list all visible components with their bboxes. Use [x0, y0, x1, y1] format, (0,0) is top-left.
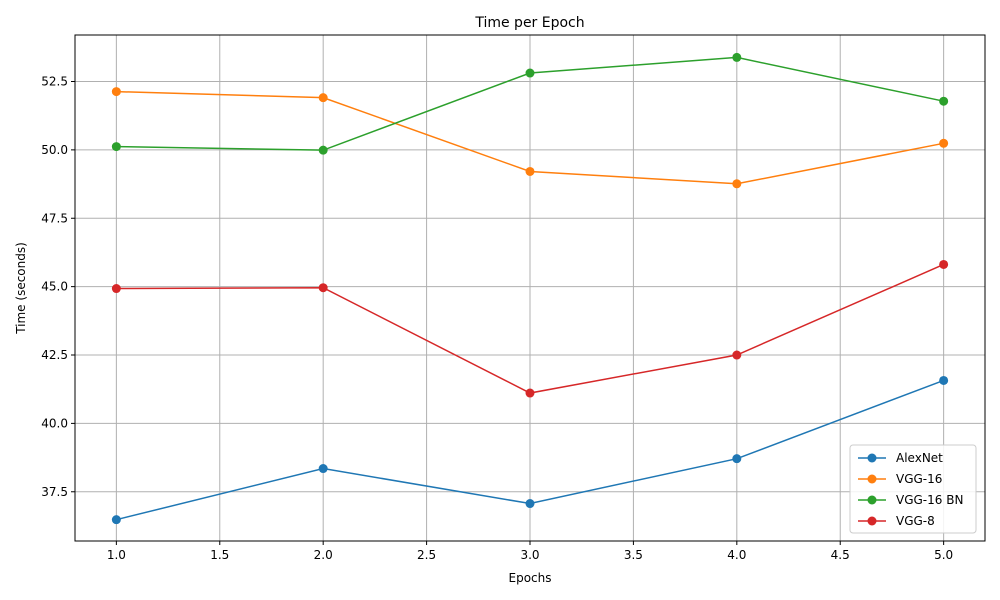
data-point — [525, 499, 535, 509]
legend-label: VGG-8 — [896, 514, 935, 528]
x-tick-label: 2.5 — [417, 548, 436, 562]
y-tick-label: 42.5 — [41, 348, 68, 362]
legend-label: VGG-16 — [896, 472, 942, 486]
series-vgg-16 — [111, 87, 949, 189]
data-point — [111, 284, 121, 294]
legend-label: AlexNet — [896, 451, 943, 465]
data-point — [939, 96, 949, 106]
x-tick-label: 3.5 — [624, 548, 643, 562]
series-vgg-16-bn — [111, 52, 949, 155]
x-tick-label: 5.0 — [934, 548, 953, 562]
series-vgg-8 — [111, 259, 949, 398]
legend-item: AlexNet — [858, 451, 943, 465]
data-point — [732, 350, 742, 360]
x-axis-label: Epochs — [509, 571, 552, 585]
x-axis: 1.0 1.5 2.0 2.5 3.0 3.5 4.0 4.5 5.0 — [107, 541, 953, 562]
data-point — [318, 464, 328, 474]
data-point — [939, 138, 949, 148]
y-tick-label: 37.5 — [41, 485, 68, 499]
data-point — [732, 52, 742, 62]
legend: AlexNet VGG-16 VGG-16 BN VGG-8 — [849, 444, 977, 534]
x-tick-label: 2.0 — [314, 548, 333, 562]
legend-swatch-marker — [867, 453, 877, 463]
legend-item: VGG-16 — [858, 472, 942, 486]
x-tick-label: 1.0 — [107, 548, 126, 562]
data-point — [525, 166, 535, 176]
series-group — [111, 52, 949, 525]
legend-swatch-marker — [867, 495, 877, 505]
legend-item: VGG-8 — [858, 514, 935, 528]
x-tick-label: 1.5 — [210, 548, 229, 562]
legend-swatch-marker — [867, 474, 877, 484]
legend-swatch-marker — [867, 516, 877, 526]
legend-box — [849, 444, 977, 534]
data-point — [939, 259, 949, 269]
data-point — [732, 179, 742, 189]
data-point — [318, 145, 328, 155]
data-point — [525, 68, 535, 78]
data-point — [111, 515, 121, 525]
y-tick-label: 50.0 — [41, 143, 68, 157]
x-tick-label: 4.0 — [727, 548, 746, 562]
y-tick-label: 52.5 — [41, 74, 68, 88]
data-point — [318, 283, 328, 293]
data-point — [732, 454, 742, 464]
chart-title: Time per Epoch — [474, 15, 584, 31]
grid — [75, 35, 985, 541]
y-tick-label: 45.0 — [41, 280, 68, 294]
x-tick-label: 3.0 — [520, 548, 539, 562]
data-point — [111, 142, 121, 152]
data-point — [939, 375, 949, 385]
y-axis-label: Time (seconds) — [14, 242, 28, 335]
y-tick-label: 40.0 — [41, 416, 68, 430]
data-point — [111, 87, 121, 97]
x-tick-label: 4.5 — [831, 548, 850, 562]
data-point — [318, 93, 328, 103]
y-tick-label: 47.5 — [41, 211, 68, 225]
series-alexnet — [111, 375, 949, 525]
y-axis: 37.5 40.0 42.5 45.0 47.5 50.0 52.5 — [41, 74, 75, 499]
data-point — [525, 388, 535, 398]
legend-label: VGG-16 BN — [896, 493, 963, 507]
legend-item: VGG-16 BN — [858, 493, 963, 507]
